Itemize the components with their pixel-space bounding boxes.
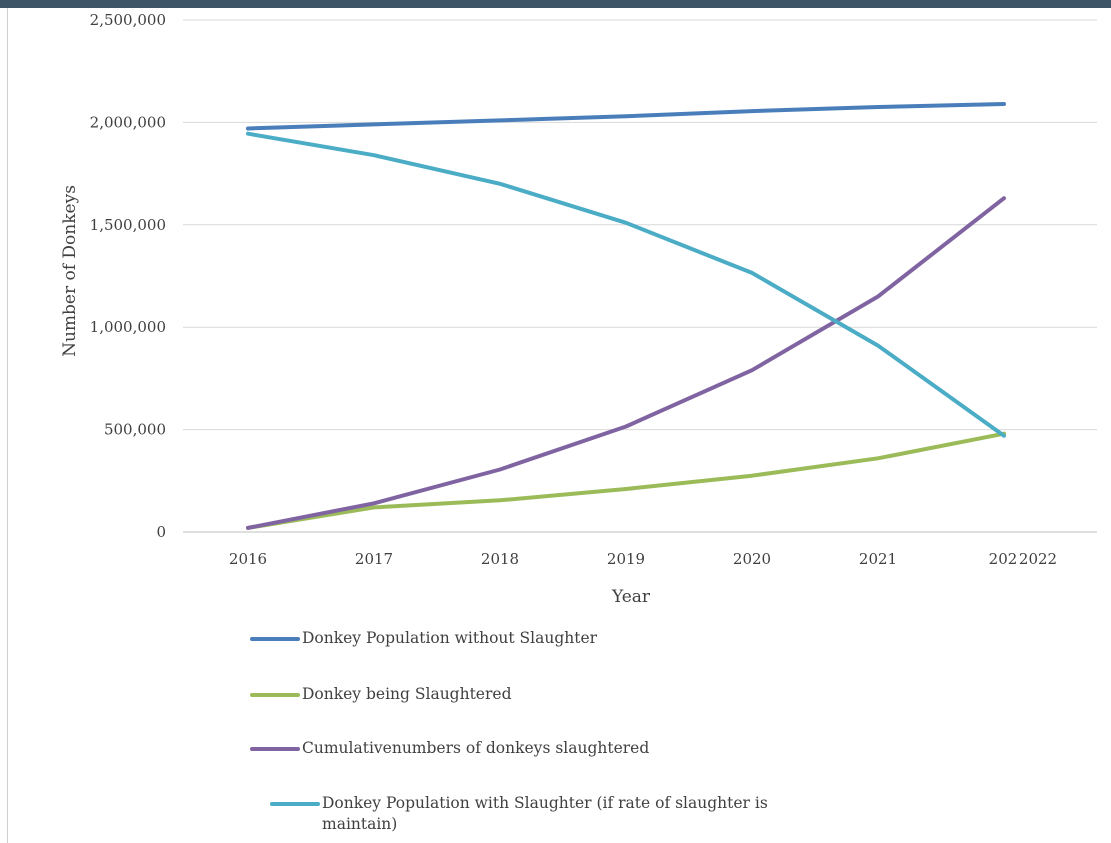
x-axis-label: Year [611,587,651,607]
legend-swatch [270,802,320,806]
x-tick-label: 2020 [733,550,771,568]
y-tick-label: 2,000,000 [90,113,166,131]
y-tick-label: 2,500,000 [90,11,166,29]
x-tick-label: 2021 [859,550,897,568]
legend-item-cumulative: Cumulativenumbers of donkeys slaughtered [250,738,649,759]
gridlines [183,19,1097,533]
x-tick-label: 2018 [481,550,519,568]
legend-label: Donkey Population with Slaughter (if rat… [322,794,768,833]
series-lines [246,102,1006,530]
y-tick-label: 0 [156,523,166,541]
legend-swatch [250,693,300,697]
x-tick-label: 202 [989,550,1018,568]
x-tick-label: 2017 [355,550,393,568]
left-border [7,8,8,843]
x-axis-tick-labels: 2016 2017 2018 2019 2020 2021 202 2022 [229,550,1057,568]
y-axis-tick-labels: 0 500,000 1,000,000 1,500,000 2,000,000 2,500… [90,11,166,541]
legend-label: Donkey being Slaughtered [302,685,512,703]
y-tick-label: 1,000,000 [90,318,166,336]
legend-item-being-slaughtered: Donkey being Slaughtered [250,684,512,705]
legend-swatch [250,637,300,641]
y-tick-label: 500,000 [104,421,166,439]
series-line-3 [246,196,1006,530]
legend-label: Donkey Population without Slaughter [302,629,598,647]
y-axis-label: Number of Donkeys [60,185,80,357]
x-tick-label: 2016 [229,550,267,568]
window-top-strip [0,0,1111,8]
series-line-2 [246,431,1006,530]
y-tick-label: 1,500,000 [90,216,166,234]
legend-item-without-slaughter: Donkey Population without Slaughter [250,628,597,649]
x-tick-label: 2022 [1019,550,1057,568]
legend-label: Cumulativenumbers of donkeys slaughtered [302,739,650,757]
legend-item-with-slaughter: Donkey Population with Slaughter (if rat… [270,793,842,835]
x-tick-label: 2019 [607,550,645,568]
legend-swatch [250,747,300,751]
